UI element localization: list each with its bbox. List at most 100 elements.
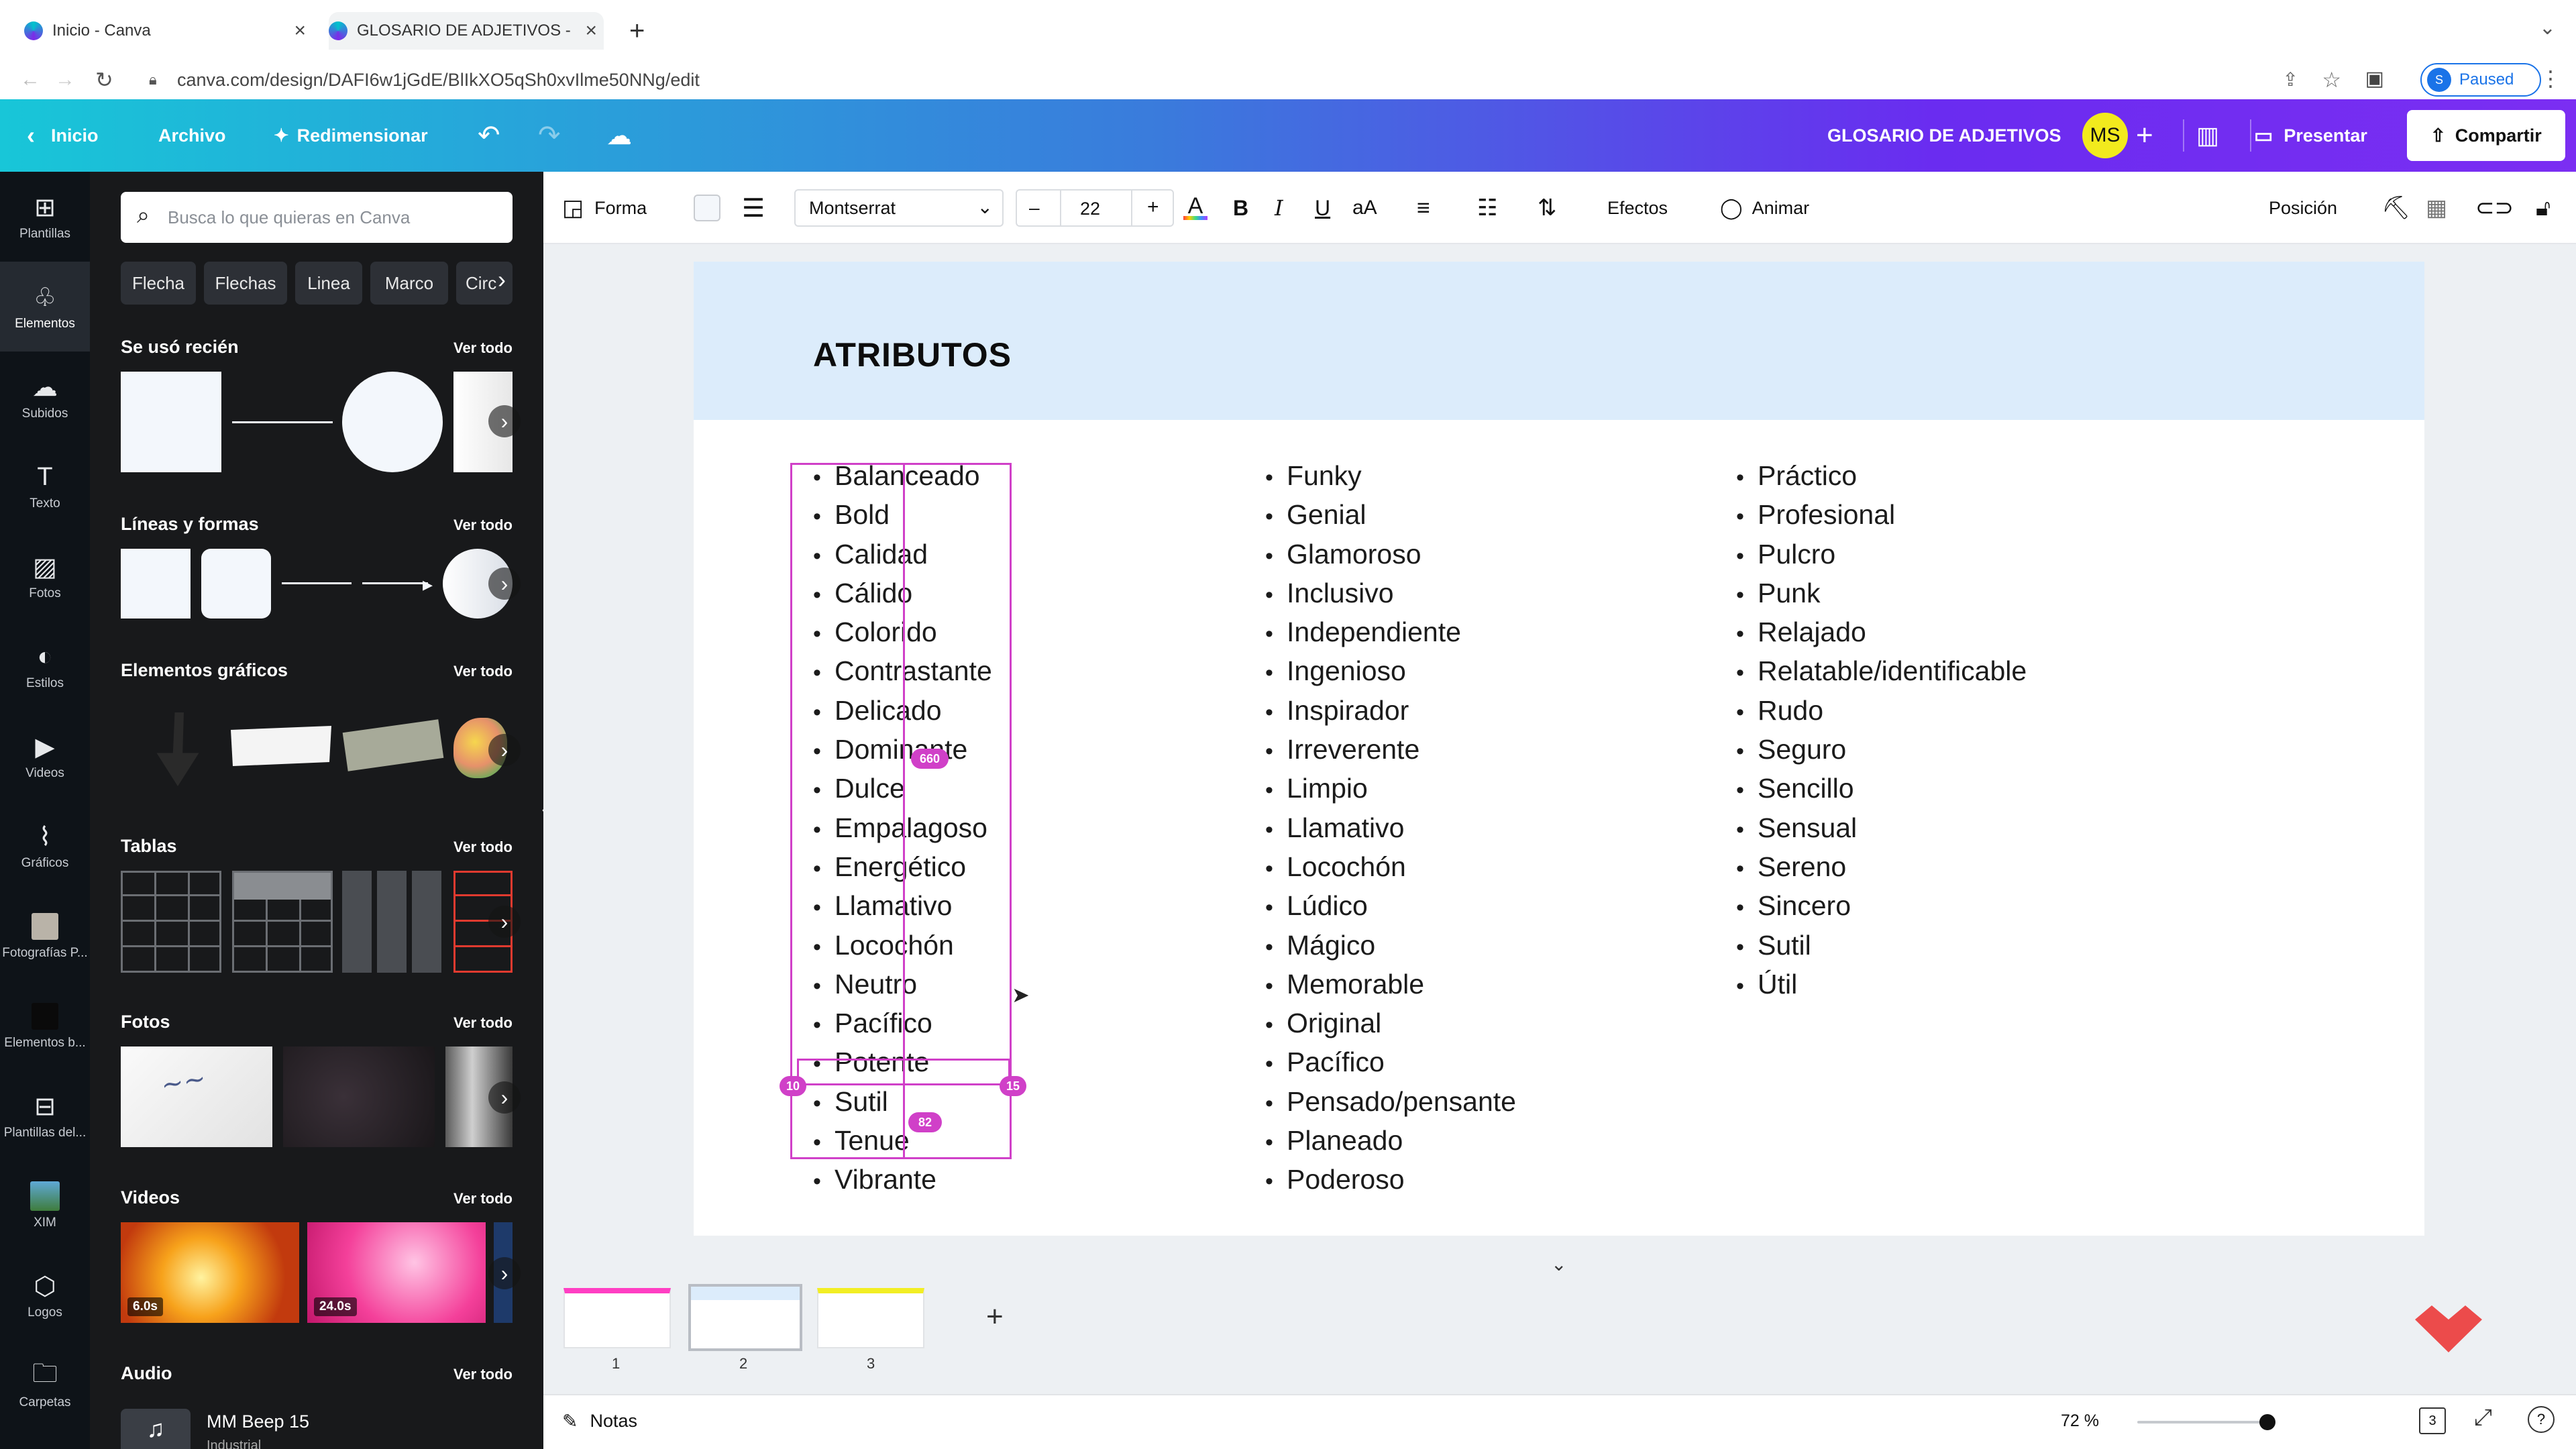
chevron-right-icon[interactable]: › [488,1257,521,1289]
rail-item-graficos[interactable]: ⌇ Gráficos [0,801,90,891]
chip-flecha[interactable]: Flecha [121,262,196,305]
rail-item-estilos[interactable]: ◐ Estilos [0,621,90,711]
photo-dark-texture[interactable] [283,1046,435,1147]
underline-button[interactable]: U [1315,195,1331,220]
adjective-list-col1[interactable]: Balanceado Bold Calidad Cálido Colorido … [813,458,992,1201]
adjective-list-col3[interactable]: Práctico Profesional Pulcro Punk Relajad… [1736,458,2027,1005]
text-color-button[interactable]: A [1183,172,1208,244]
rail-item-elementos-b[interactable]: Elementos b... [0,981,90,1071]
present-button[interactable]: ▭ Presentar [2254,99,2367,172]
chip-marco[interactable]: Marco [370,262,448,305]
profile-paused-button[interactable]: S Paused [2420,63,2541,97]
zoom-slider-thumb[interactable] [2259,1414,2275,1430]
url-field[interactable]: canva.com/design/DAFI6w1jGdE/BlIkXO5qSh0… [177,70,700,90]
audio-title[interactable]: MM Beep 15 [207,1411,310,1432]
letter-case-button[interactable]: aA [1352,197,1377,219]
close-tab-icon[interactable]: × [294,19,306,42]
spacing-icon[interactable]: ⇅ [1538,195,1557,221]
browser-tab-inicio[interactable]: Inicio - Canva × [24,12,306,50]
arrow-line-shape[interactable] [362,582,428,584]
share-button[interactable]: ⇧ Compartir [2407,110,2565,161]
animate-button[interactable]: ◯ Animar [1720,172,1809,244]
forward-icon[interactable]: → [55,68,75,91]
chevron-right-icon[interactable]: › [488,568,521,600]
photo-thank-you[interactable]: ~~ [121,1046,272,1147]
notes-button[interactable]: ✎ Notas [562,1410,637,1432]
table-template[interactable] [121,871,221,973]
see-all-link[interactable]: Ver todo [453,663,513,680]
document-title[interactable]: GLOSARIO DE ADJETIVOS [1827,125,2061,146]
square-shape[interactable] [121,372,221,472]
font-size-stepper[interactable]: – 22 + [1016,189,1174,227]
video-fire[interactable]: 6.0s [121,1222,299,1323]
link-icon[interactable]: ⊂⊃ [2475,195,2514,221]
effects-button[interactable]: Efectos [1607,197,1668,218]
see-all-link[interactable]: Ver todo [453,517,513,533]
chevron-right-icon[interactable]: › [488,734,521,766]
chip-flechas[interactable]: Flechas [204,262,287,305]
reload-icon[interactable]: ↻ [95,68,113,92]
file-menu-button[interactable]: Archivo [158,125,226,146]
chevron-right-icon[interactable]: › [488,906,521,938]
back-icon[interactable]: ← [20,68,40,91]
video-pink-drops[interactable]: 24.0s [307,1222,486,1323]
browser-tab-glosario[interactable]: GLOSARIO DE ADJETIVOS - × [329,12,604,50]
see-all-link[interactable]: Ver todo [453,1190,513,1207]
bullet-list-icon[interactable]: ☷ [1477,195,1498,221]
rail-item-videos[interactable]: ▶ Videos [0,711,90,801]
see-all-link[interactable]: Ver todo [453,1014,513,1031]
rail-item-plantillas[interactable]: ⊞ Plantillas [0,172,90,262]
share-page-icon[interactable]: ⇪ [2282,69,2298,90]
page-thumbnail-1[interactable] [564,1288,671,1348]
undo-icon[interactable]: ↶ [478,121,500,150]
page-thumbnail-3[interactable] [817,1288,924,1348]
rounded-square-shape[interactable] [201,549,271,619]
see-all-link[interactable]: Ver todo [453,339,513,356]
position-button[interactable]: Posición [2269,197,2338,218]
arrow-graphic[interactable] [156,712,199,786]
music-note-icon[interactable]: ♫ [121,1409,191,1449]
chip-linea[interactable]: Linea [295,262,362,305]
see-all-link[interactable]: Ver todo [453,839,513,855]
rail-item-fotografias[interactable]: Fotografías P... [0,891,90,981]
selection-box[interactable] [790,463,1012,1159]
add-collaborator-icon[interactable]: + [2136,119,2153,152]
help-icon[interactable]: ? [2528,1406,2555,1433]
table-template[interactable] [232,871,333,973]
table-template[interactable] [342,871,443,973]
insights-chart-icon[interactable]: ▥ [2196,121,2220,149]
font-dropdown[interactable]: Montserrat ⌄ [794,189,1004,227]
fill-color-swatch[interactable] [694,195,720,221]
resize-button[interactable]: ✦ Redimensionar [274,99,428,172]
new-tab-button[interactable]: + [629,15,645,46]
increase-size-button[interactable]: + [1147,196,1159,218]
page-heading[interactable]: ATRIBUTOS [813,336,1012,374]
rail-item-elementos[interactable]: ♧ Elementos [0,262,90,352]
rail-item-texto[interactable]: T Texto [0,441,90,531]
page-thumbnail-2[interactable] [688,1284,802,1351]
rail-item-carpetas[interactable]: 🗀︎ Carpetas [0,1340,90,1430]
chip-circulo[interactable]: Circ [456,262,513,305]
align-center-icon[interactable]: ≡ [1417,195,1430,221]
rail-item-fotos[interactable]: ▨ Fotos [0,531,90,621]
avatar[interactable]: MS [2082,113,2128,158]
zoom-slider-track[interactable] [2137,1421,2271,1424]
zoom-level[interactable]: 72 % [2061,1411,2099,1430]
bold-button[interactable]: B [1233,195,1249,220]
shape-button[interactable]: ◲ Forma [562,172,647,244]
decrease-size-button[interactable]: – [1029,197,1040,218]
border-style-icon[interactable]: ☰ [742,194,765,223]
chevron-right-icon[interactable]: › [488,1081,521,1114]
bookmark-star-icon[interactable]: ☆ [2322,68,2341,92]
chevron-down-icon[interactable]: ⌄ [1551,1254,1567,1275]
tab-search-chevron-icon[interactable]: ⌄ [2538,17,2556,39]
tape-graphic[interactable] [342,719,444,771]
redo-icon[interactable]: ↷ [538,121,561,150]
side-panel-icon[interactable]: ▣ [2365,68,2384,90]
page-count-button[interactable]: 3 [2419,1407,2446,1434]
close-tab-icon[interactable]: × [585,19,597,42]
design-page[interactable]: ATRIBUTOS Balanceado Bold Calidad Cálido… [694,262,2424,1236]
see-all-link[interactable]: Ver todo [453,1366,513,1383]
fullscreen-icon[interactable]: ⤢ [2474,1405,2493,1430]
font-size-value[interactable]: 22 [1080,199,1101,219]
